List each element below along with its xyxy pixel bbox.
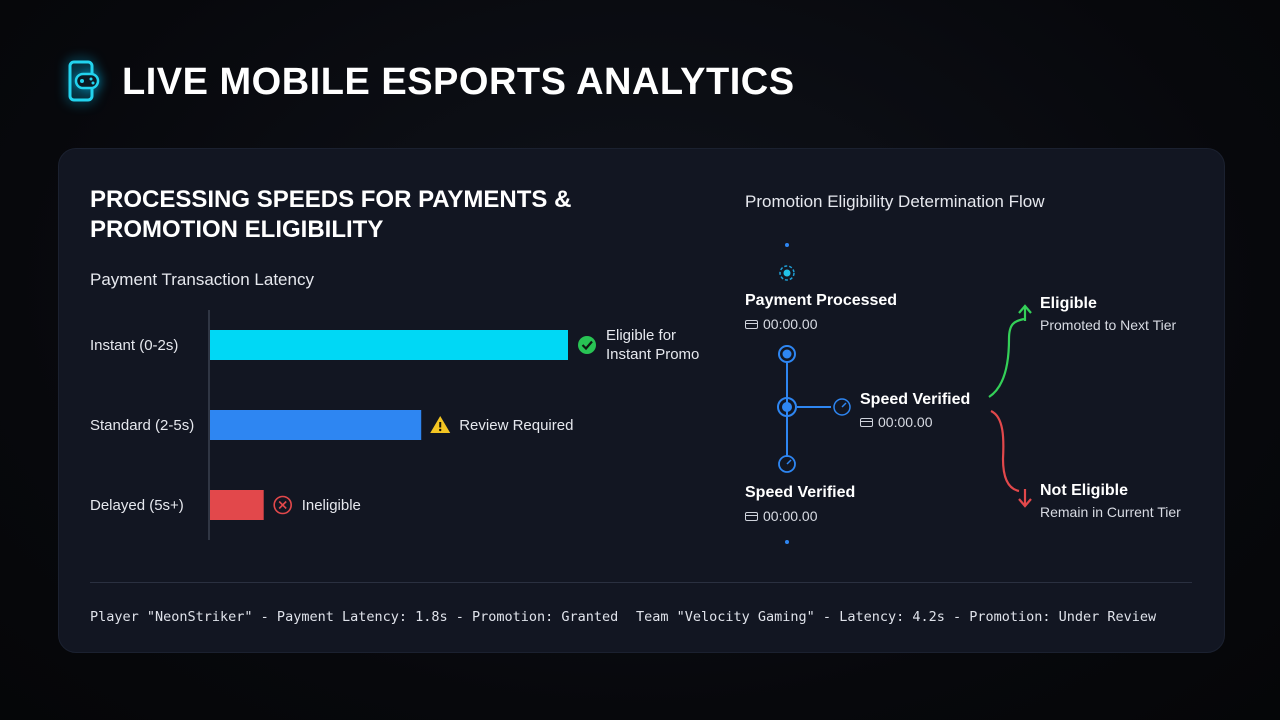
- chart-title: Payment Transaction Latency: [90, 270, 314, 289]
- analytics-card: PROCESSING SPEEDS FOR PAYMENTS & PROMOTI…: [58, 148, 1225, 653]
- not-eligible-curve: [990, 410, 1020, 493]
- flow-node-3-time: 00:00.00: [745, 508, 818, 524]
- flow-bottom-dot: [785, 540, 789, 544]
- flow-node-1: [778, 345, 796, 363]
- panel-title-line1: PROCESSING SPEEDS FOR PAYMENTS &: [90, 186, 572, 213]
- annotation-label: Ineligible: [302, 497, 361, 514]
- category-label: Standard (2-5s): [90, 417, 194, 434]
- card-icon: [860, 417, 873, 427]
- not-eligible-title: Not Eligible: [1040, 482, 1128, 499]
- flow-node-2: [777, 397, 797, 417]
- flow-start-icon: [779, 265, 795, 281]
- warning-triangle-icon: [430, 416, 451, 433]
- flow-node-2-time: 00:00.00: [860, 414, 933, 430]
- panel-title: PROCESSING SPEEDS FOR PAYMENTS & PROMOTI…: [90, 185, 650, 245]
- eligible-curve: [988, 317, 1025, 398]
- card-icon: [745, 511, 758, 521]
- mobile-gamepad-icon: [62, 60, 106, 104]
- bar-2: [210, 490, 264, 520]
- flow-node-2-title: Speed Verified: [860, 391, 971, 408]
- latency-bar-chart: Instant (0-2s) Eligible for Instant Promot…: [90, 310, 699, 540]
- down-arrow-icon: [1018, 489, 1032, 508]
- category-label: Delayed (5s+): [90, 497, 184, 514]
- annotation-label: Review Required: [459, 417, 573, 434]
- x-circle-icon: [273, 495, 292, 515]
- bar-1: [210, 410, 422, 440]
- footer-entry-player: Player "NeonStriker" - Payment Latency: …: [90, 609, 619, 625]
- flow-node-3-title: Speed Verified: [745, 484, 856, 501]
- eligible-subtitle: Promoted to Next Tier: [1040, 317, 1177, 333]
- bar-0: [210, 330, 568, 360]
- footer-divider: [90, 582, 1192, 583]
- eligibility-flow-diagram: [777, 243, 1032, 544]
- annotation-label: Instant Promotion: [606, 346, 699, 363]
- flow-top-dot: [785, 243, 789, 247]
- flow-node-1-title: Payment Processed: [745, 292, 898, 309]
- gauge-icon-bottom: [778, 455, 796, 473]
- app-header: LIVE MOBILE ESPORTS ANALYTICS: [62, 58, 795, 106]
- not-eligible-subtitle: Remain in Current Tier: [1040, 504, 1181, 520]
- footer-entry-team: Team "Velocity Gaming" - Latency: 4.2s -…: [636, 609, 1157, 625]
- check-circle-icon: [578, 336, 596, 354]
- category-label: Instant (0-2s): [90, 337, 178, 354]
- annotation-label: Eligible for: [606, 327, 676, 344]
- flow-title: Promotion Eligibility Determination Flow: [745, 192, 1045, 211]
- panel-title-line2: PROMOTION ELIGIBILITY: [90, 216, 384, 243]
- up-arrow-icon: [1018, 304, 1032, 321]
- flow-node-1-time: 00:00.00: [745, 316, 818, 332]
- eligible-title: Eligible: [1040, 295, 1097, 312]
- gauge-icon-branch: [833, 398, 851, 416]
- app-title: LIVE MOBILE ESPORTS ANALYTICS: [122, 60, 795, 103]
- card-icon: [745, 319, 758, 329]
